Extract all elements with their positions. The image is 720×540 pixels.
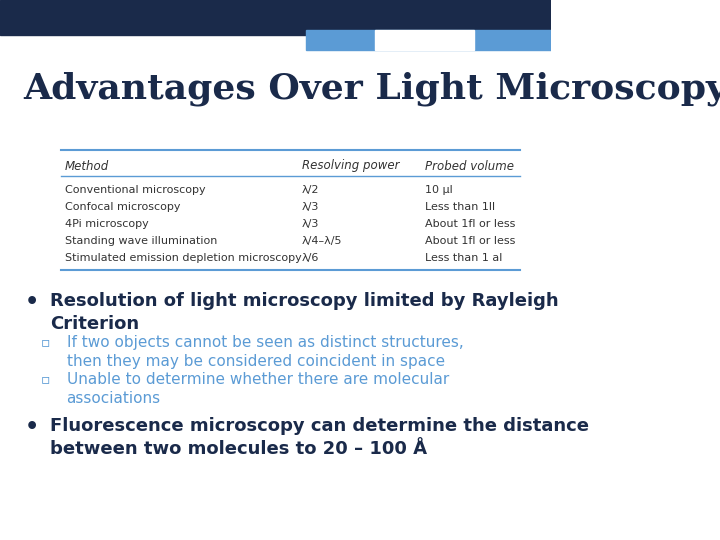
Text: λ/4–λ/5: λ/4–λ/5: [302, 236, 343, 246]
Text: Standing wave illumination: Standing wave illumination: [65, 236, 217, 246]
Text: 4Pi microscopy: 4Pi microscopy: [65, 219, 149, 229]
Text: Advantages Over Light Microscopy: Advantages Over Light Microscopy: [23, 72, 720, 106]
Text: Stimulated emission depletion microscopy: Stimulated emission depletion microscopy: [65, 253, 302, 263]
Text: Less than 1 al: Less than 1 al: [425, 253, 502, 263]
Text: Confocal microscopy: Confocal microscopy: [65, 202, 181, 212]
Text: Resolving power: Resolving power: [302, 159, 400, 172]
Text: ▫: ▫: [41, 372, 50, 386]
Bar: [306, 30, 551, 50]
Text: If two objects cannot be seen as distinct structures,
then they may be considere: If two objects cannot be seen as distinc…: [66, 335, 463, 369]
Text: About 1fl or less: About 1fl or less: [425, 236, 515, 246]
Text: λ/2: λ/2: [302, 185, 320, 195]
Text: λ/3: λ/3: [302, 202, 320, 212]
Text: Probed volume: Probed volume: [425, 159, 513, 172]
Text: •: •: [25, 417, 40, 437]
Text: Resolution of light microscopy limited by Rayleigh
Criterion: Resolution of light microscopy limited b…: [50, 292, 558, 333]
Text: •: •: [25, 292, 40, 312]
Text: About 1fl or less: About 1fl or less: [425, 219, 515, 229]
Text: Unable to determine whether there are molecular
associations: Unable to determine whether there are mo…: [66, 372, 449, 406]
Text: λ/3: λ/3: [302, 219, 320, 229]
Bar: [375, 30, 474, 50]
Text: 10 μl: 10 μl: [425, 185, 452, 195]
Text: Fluorescence microscopy can determine the distance
between two molecules to 20 –: Fluorescence microscopy can determine th…: [50, 417, 589, 458]
Bar: [0, 0, 551, 35]
Text: Less than 1ll: Less than 1ll: [425, 202, 495, 212]
Text: ▫: ▫: [41, 335, 50, 349]
Text: Method: Method: [65, 159, 109, 172]
Text: λ/6: λ/6: [302, 253, 320, 263]
Text: Conventional microscopy: Conventional microscopy: [65, 185, 206, 195]
